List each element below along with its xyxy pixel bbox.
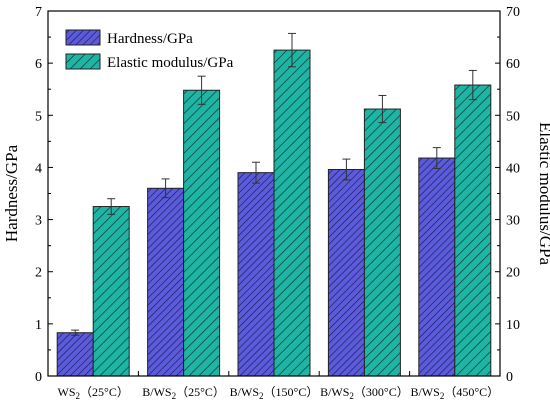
legend-swatch-hardness <box>65 29 101 46</box>
y-left-tick-label: 6 <box>35 57 42 72</box>
y-right-tick-label: 0 <box>506 370 513 385</box>
bar-modulus <box>183 89 221 377</box>
bar-hardness <box>327 169 365 377</box>
bar-modulus <box>454 84 492 377</box>
bar-hardness <box>147 187 185 377</box>
category-label: B/WS2（150°C） <box>230 385 319 401</box>
y-left-axis-title: Hardness/GPa <box>2 144 21 242</box>
category-label: B/WS2（450°C） <box>410 385 499 401</box>
legend-label: Hardness/GPa <box>107 31 193 47</box>
y-left-tick-label: 0 <box>35 370 42 385</box>
bar-modulus <box>363 108 401 377</box>
category-label: WS2（25°C） <box>58 385 129 401</box>
y-left-tick-label: 2 <box>35 266 42 281</box>
bar-hardness <box>56 332 94 377</box>
bar-hardness <box>237 172 275 377</box>
y-right-tick-label: 20 <box>506 266 520 281</box>
bar-hardness <box>418 157 456 377</box>
legend: Hardness/GPa Elastic modulus/GPa <box>65 29 234 71</box>
legend-swatch-modulus <box>65 53 101 70</box>
y-left-tick-label: 7 <box>35 5 42 20</box>
y-left-tick-label: 4 <box>35 161 42 176</box>
bars-layer <box>56 32 492 377</box>
bar-modulus <box>92 206 130 377</box>
axes-layer: WS2（25°C） B/WS2（25°C） B/WS2（150°C） B/WS2（30… <box>2 5 550 401</box>
y-right-tick-label: 60 <box>506 57 520 72</box>
y-right-tick-label: 30 <box>506 214 520 229</box>
category-label: B/WS2（300°C） <box>320 385 409 401</box>
y-right-axis-title: Elastic modulus/GPa <box>536 122 550 266</box>
y-left-tick-label: 1 <box>35 318 42 333</box>
y-right-tick-label: 40 <box>506 161 520 176</box>
y-left-tick-label: 5 <box>35 109 42 124</box>
legend-label: Elastic modulus/GPa <box>107 55 234 71</box>
category-label: B/WS2（25°C） <box>142 385 225 401</box>
y-right-tick-label: 70 <box>506 5 520 20</box>
y-right-tick-label: 10 <box>506 318 520 333</box>
y-left-tick-label: 3 <box>35 214 42 229</box>
bar-modulus <box>273 49 311 377</box>
y-right-tick-label: 50 <box>506 109 520 124</box>
